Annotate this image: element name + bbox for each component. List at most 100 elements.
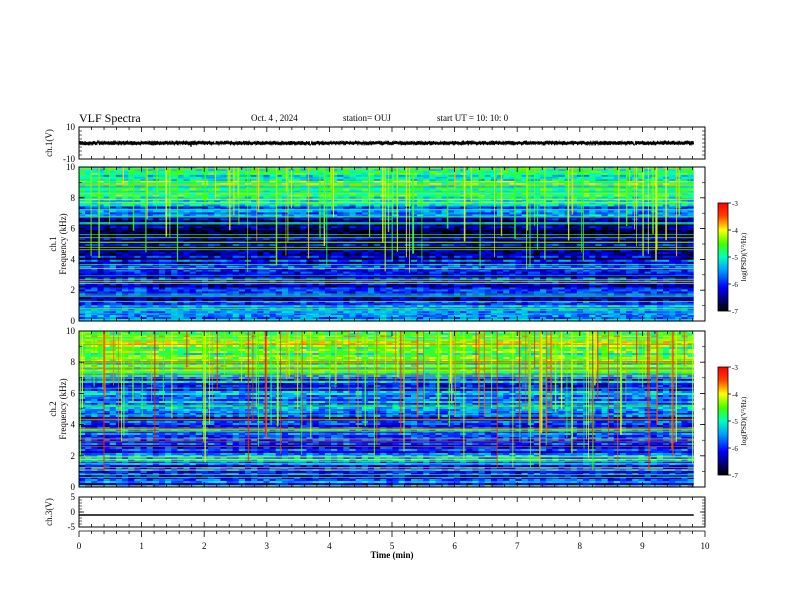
ch1-spectrogram-cell bbox=[392, 186, 400, 190]
ch1-spectrogram-cell bbox=[140, 180, 148, 184]
ch1-spectrogram-cell bbox=[177, 188, 185, 192]
ch1-spectrogram-cell bbox=[386, 168, 394, 172]
ch1-spectrogram-cell bbox=[134, 188, 142, 192]
ch1-spectrogram-cell bbox=[687, 174, 695, 178]
ch1-spectrogram-cell bbox=[128, 167, 135, 170]
ch1-spectrogram-cell bbox=[497, 174, 504, 178]
ch1-spectrogram-cell bbox=[244, 168, 252, 172]
ch1-spectrogram-cell bbox=[103, 192, 111, 196]
ch1-spectrogram-cell bbox=[220, 186, 228, 190]
ch1-spectrogram-cell bbox=[300, 168, 308, 172]
ch1-spectrogram-cell bbox=[232, 168, 240, 172]
ch1-spectrogram-cell bbox=[503, 170, 510, 174]
ch1-spectrogram-cell bbox=[275, 174, 283, 178]
ch1-spectrogram-cell bbox=[392, 192, 400, 196]
ch1-spectrogram-cell bbox=[398, 174, 406, 178]
ch1-spectrogram-cell bbox=[158, 174, 166, 178]
ch1-spectrogram-cell bbox=[281, 170, 289, 174]
ch1-spectrogram-cell bbox=[404, 180, 412, 184]
ch1-spectrogram-cell bbox=[109, 180, 117, 184]
ch1-spectrogram-cell bbox=[484, 184, 492, 188]
ch1-spectrogram-cell bbox=[515, 174, 523, 178]
ch1-spectrogram-cell bbox=[331, 172, 338, 176]
ch1-spectrogram-cell bbox=[589, 176, 596, 180]
ch1-spectrogram-cell bbox=[367, 172, 375, 176]
ch1-spectrogram-cell bbox=[275, 178, 283, 182]
ch1-spectrogram-cell bbox=[386, 178, 394, 182]
ch1-spectrogram-cell bbox=[331, 176, 338, 180]
ch1-spectrogram-cell bbox=[392, 188, 400, 192]
ch1-spectrogram-cell bbox=[214, 178, 221, 182]
ch1-spectrogram-cell bbox=[497, 178, 504, 182]
ch1-spectrogram-cell bbox=[177, 184, 185, 188]
ch1-spectrogram-cell bbox=[613, 178, 621, 182]
ch1-spectrogram-cell bbox=[619, 182, 627, 186]
ch1-spectrogram-cell bbox=[497, 170, 504, 174]
ch1-spectrogram-cell bbox=[472, 184, 480, 188]
ch1-spectrogram-cell bbox=[576, 174, 584, 178]
ch1-spectrogram-cell bbox=[398, 192, 406, 196]
ch1-spectrogram-cell bbox=[392, 182, 400, 186]
ch1-spectrogram-cell bbox=[367, 186, 375, 190]
ch1-spectrogram-cell bbox=[244, 192, 252, 196]
ch1-spectrogram-cell bbox=[447, 192, 455, 196]
ch1-spectrogram-cell bbox=[466, 192, 474, 196]
ch1-spectrogram-cell bbox=[171, 192, 178, 196]
ch1-spectrogram-cell bbox=[306, 172, 314, 176]
ch1-spectrogram-cell bbox=[115, 172, 123, 176]
ch1-spectrogram-cell bbox=[367, 184, 375, 188]
ch1-spectrogram-cell bbox=[607, 186, 615, 190]
ch1-spectrogram-cell bbox=[269, 174, 277, 178]
ch1-spectrogram-cell bbox=[546, 174, 553, 178]
ch1-spectrogram-cell bbox=[570, 180, 578, 184]
ch1-spectrogram-cell bbox=[337, 168, 344, 172]
ch1-spectrogram-cell bbox=[478, 170, 486, 174]
ch1-spectrogram-cell bbox=[195, 178, 203, 182]
ch1-spectrogram-cell bbox=[576, 178, 584, 182]
ch1-spectrogram-cell bbox=[97, 172, 105, 176]
ch1-spectrogram-cell bbox=[232, 174, 240, 178]
ch1-spectrogram-cell bbox=[509, 172, 517, 176]
ch1-spectrogram-cell bbox=[380, 184, 387, 188]
ch1-spectrogram-cell bbox=[115, 168, 123, 172]
ch1-spectrogram-cell bbox=[171, 180, 178, 184]
ch1-spectrogram-cell bbox=[318, 178, 326, 182]
ch1-spectrogram-cell bbox=[583, 182, 590, 186]
ch1-spectrogram-cell bbox=[146, 174, 154, 178]
ch1-spectrogram-cell bbox=[128, 176, 135, 180]
ch1-spectrogram-cell bbox=[638, 170, 646, 174]
ch1-spectrogram-cell bbox=[140, 186, 148, 190]
ch1-spectrogram-cell bbox=[79, 192, 86, 196]
ch1-spectrogram-cell bbox=[441, 176, 449, 180]
ch1-spectrogram-cell bbox=[294, 186, 301, 190]
ch1-spectrogram-cell bbox=[122, 184, 129, 188]
ch1-spectrogram-cell bbox=[521, 178, 529, 182]
ch1-spectrogram-cell bbox=[540, 168, 547, 172]
ch1-spectrogram-cell bbox=[275, 182, 283, 186]
ch1-spectrogram-cell bbox=[146, 168, 154, 172]
ch1-spectrogram-cell bbox=[410, 168, 418, 172]
ch1-spectrogram-cell bbox=[349, 172, 357, 176]
ch1-spectrogram-cell bbox=[312, 172, 320, 176]
ch1-spectrogram-cell bbox=[220, 178, 228, 182]
ch1-spectrogram-cell bbox=[91, 176, 99, 180]
ch1-spectrogram-cell bbox=[632, 174, 640, 178]
ch1-spectrogram-cell bbox=[337, 180, 344, 184]
ch1-spectrogram-cell bbox=[650, 182, 658, 186]
ch1-spectrogram-cell bbox=[374, 184, 381, 188]
ch1-spectrogram-cell bbox=[423, 186, 430, 190]
ch1-spectrogram-cell bbox=[122, 180, 129, 184]
ch1-spectrogram-cell bbox=[103, 176, 111, 180]
ch1-spectrogram-cell bbox=[656, 178, 664, 182]
ch1-spectrogram-cell bbox=[122, 186, 129, 190]
ch1-spectrogram-cell bbox=[214, 170, 221, 174]
ch1-spectrogram-cell bbox=[546, 184, 553, 188]
ch1-spectrogram-cell bbox=[423, 176, 430, 180]
ch1-spectrogram-cell bbox=[232, 180, 240, 184]
ch1-spectrogram-cell bbox=[392, 174, 400, 178]
ch1-spectrogram-cell bbox=[300, 188, 308, 192]
ch1-spectrogram-cell bbox=[589, 170, 596, 174]
ch1-spectrogram-cell bbox=[619, 167, 627, 170]
ch1-spectrogram-cell bbox=[669, 188, 676, 192]
ch1-spectrogram-cell bbox=[97, 170, 105, 174]
